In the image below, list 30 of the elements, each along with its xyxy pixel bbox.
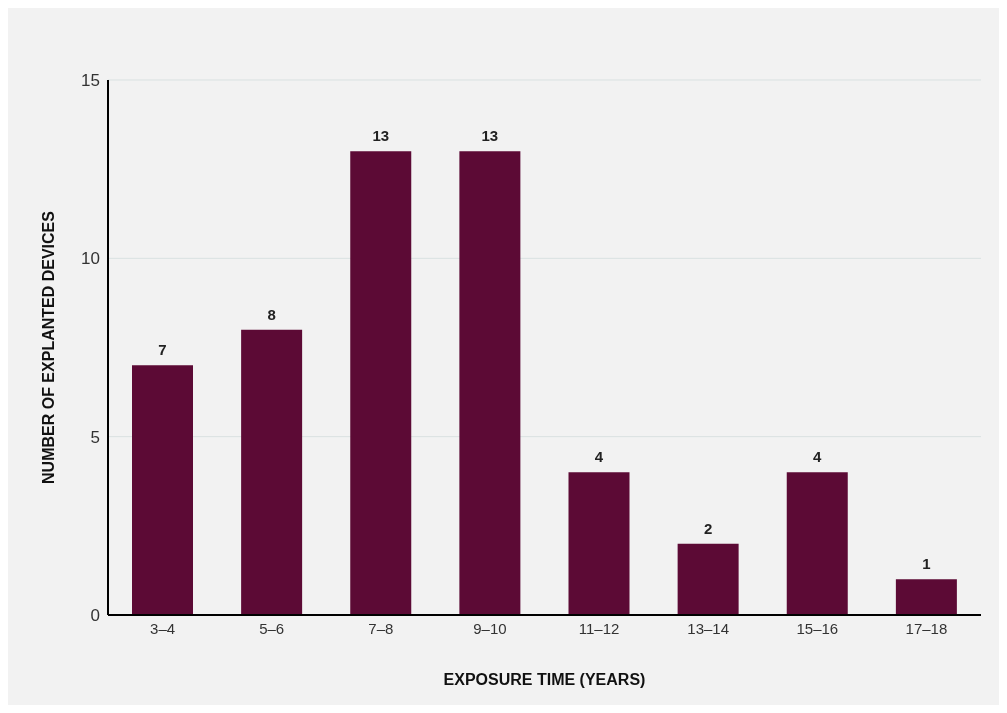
bar [459, 151, 521, 615]
bar [132, 365, 193, 615]
x-tick-label: 5–6 [259, 619, 285, 637]
data-label: 7 [158, 341, 167, 359]
bar [677, 543, 739, 615]
y-tick-label: 0 [90, 606, 100, 626]
x-tick-label: 7–8 [368, 619, 394, 637]
bar [350, 151, 412, 615]
bar [568, 472, 630, 615]
data-label: 8 [267, 305, 276, 323]
x-tick-label: 9–10 [473, 619, 507, 637]
bar [786, 472, 848, 615]
y-axis-title: NUMBER OF EXPLANTED DEVICES [39, 210, 57, 484]
y-tick-label: 15 [81, 71, 100, 91]
y-tick-label: 5 [90, 427, 100, 447]
bar [241, 329, 303, 615]
x-tick-label: 15–16 [796, 619, 839, 637]
x-tick-label: 3–4 [150, 619, 176, 637]
x-tick-label: 17–18 [905, 619, 948, 637]
data-label: 4 [594, 448, 604, 466]
data-label: 2 [703, 519, 713, 537]
x-tick-label: 11–12 [578, 619, 620, 637]
bar [895, 579, 957, 615]
y-tick-label: 10 [81, 249, 100, 269]
data-label: 13 [481, 127, 499, 145]
data-label: 1 [922, 555, 931, 573]
data-label: 4 [813, 448, 823, 466]
data-label: 13 [372, 127, 390, 145]
x-axis-title: EXPOSURE TIME (YEARS) [443, 671, 646, 688]
x-tick-label: 13–14 [687, 619, 730, 637]
